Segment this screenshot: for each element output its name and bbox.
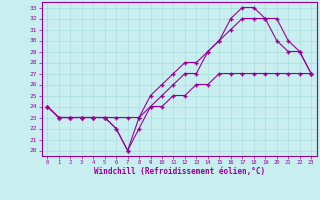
X-axis label: Windchill (Refroidissement éolien,°C): Windchill (Refroidissement éolien,°C) [94, 167, 265, 176]
